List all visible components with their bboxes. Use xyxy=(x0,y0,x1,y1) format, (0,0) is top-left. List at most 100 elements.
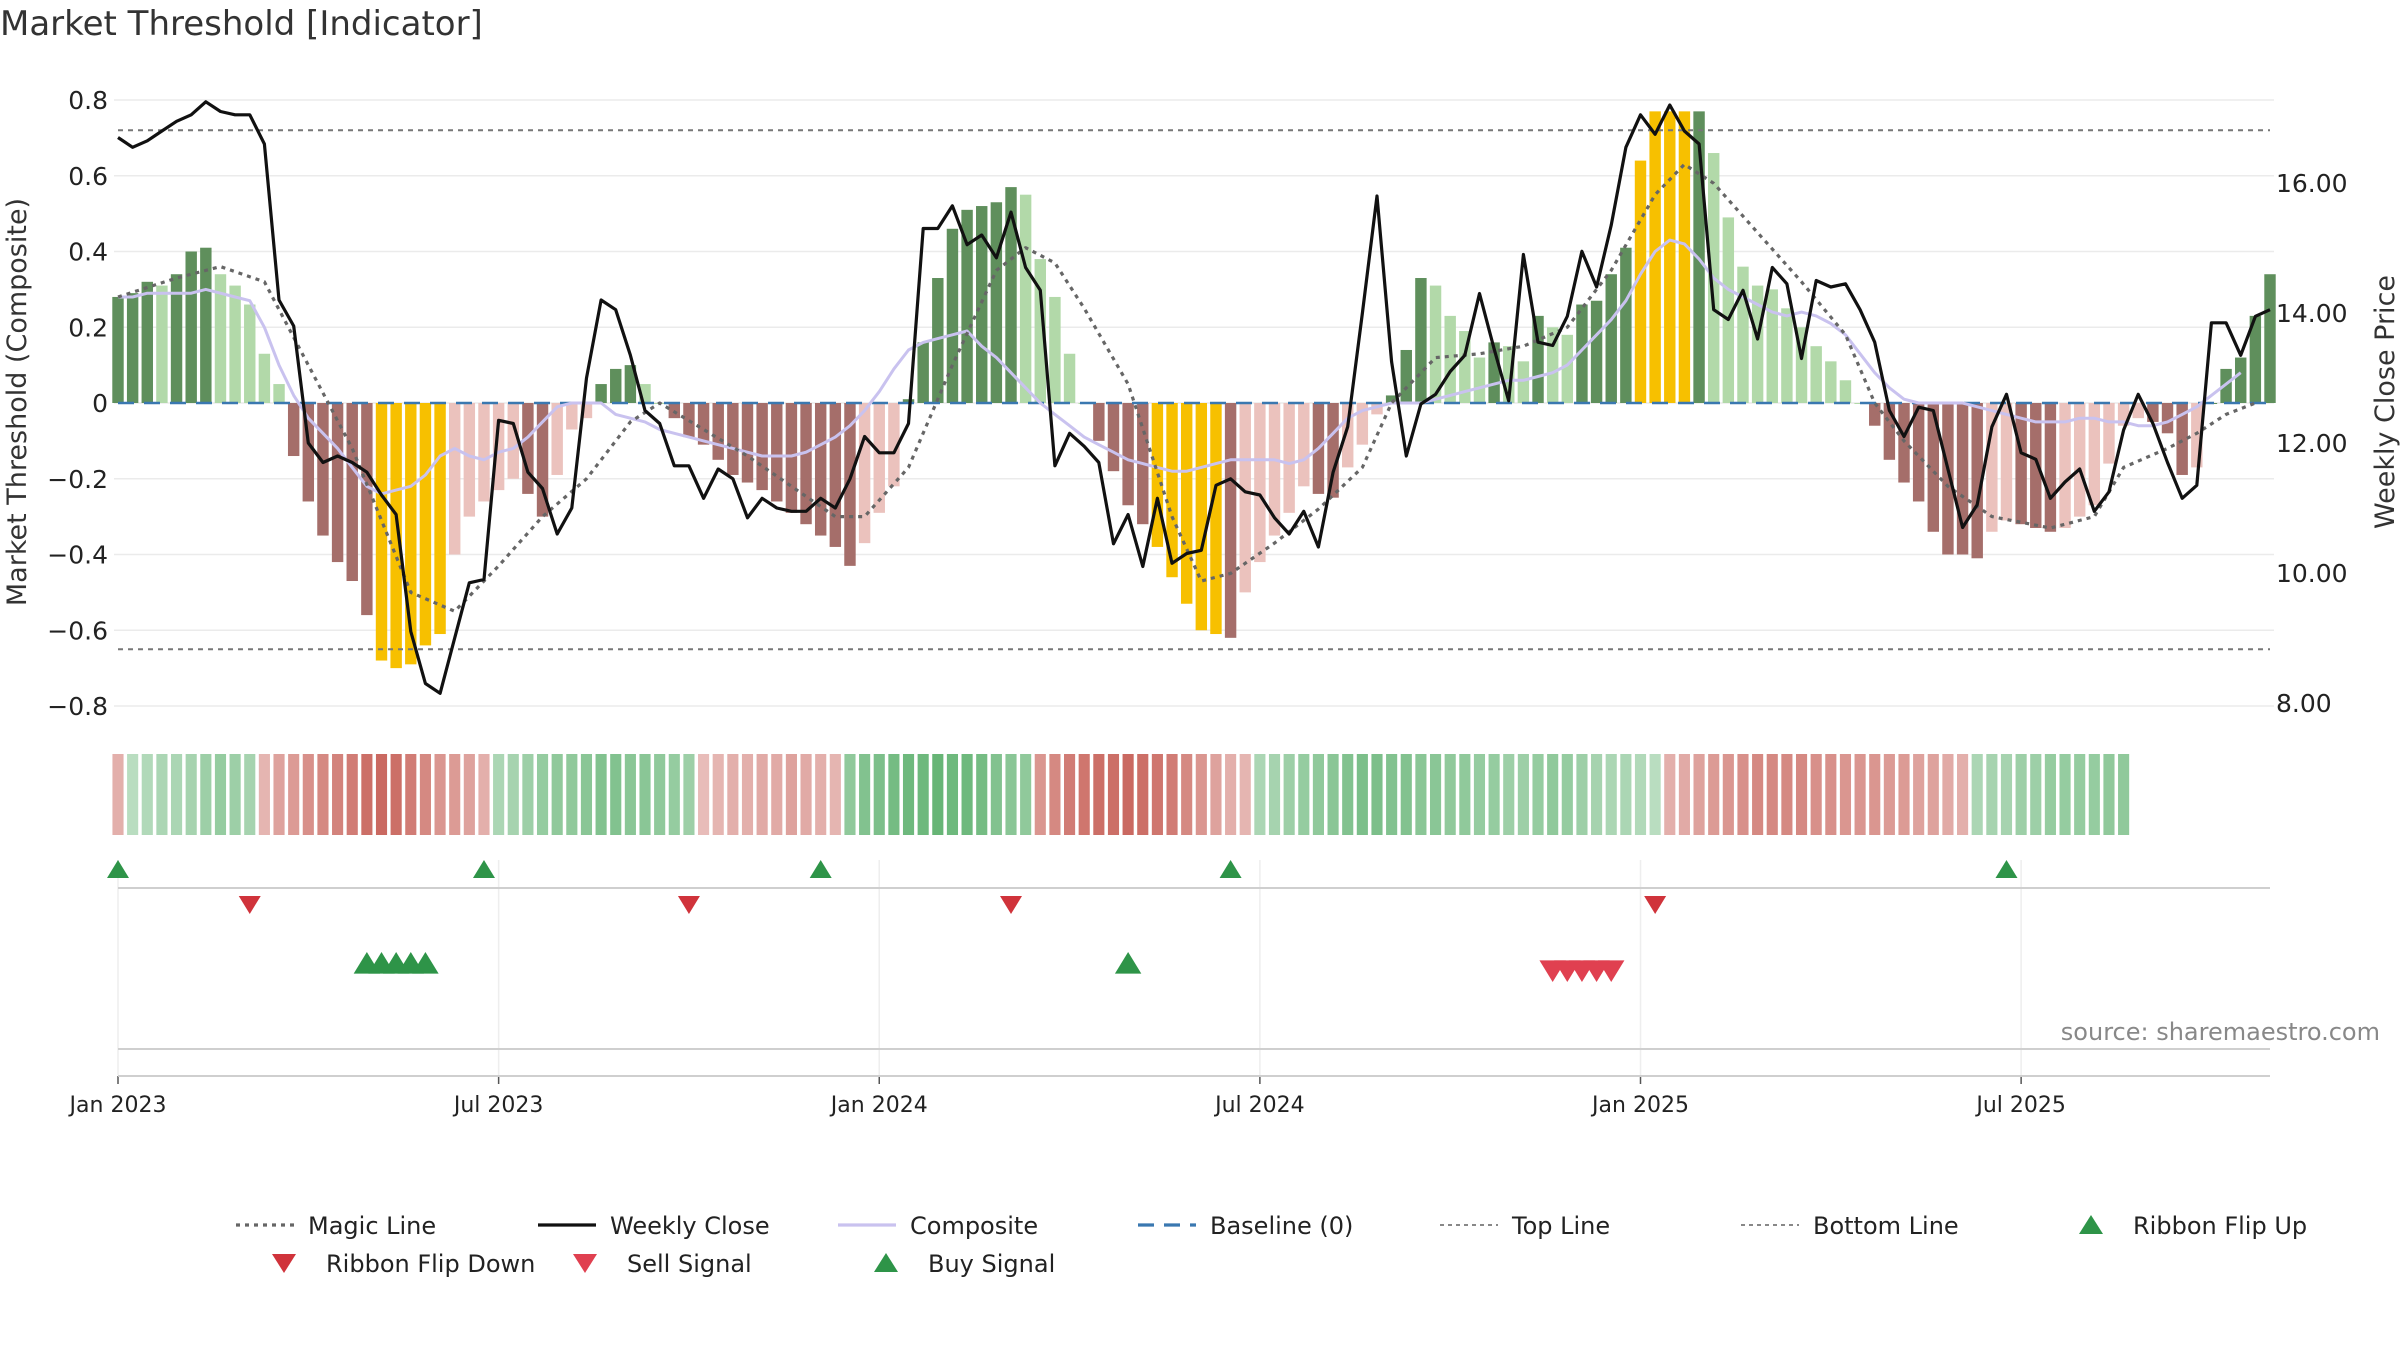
ribbon-cell xyxy=(624,754,636,835)
composite-bar xyxy=(902,399,915,403)
ribbon-cell xyxy=(1664,754,1676,835)
composite-bar xyxy=(2015,403,2027,525)
composite-bar xyxy=(390,403,402,669)
ribbon-cell xyxy=(551,754,563,835)
composite-bar xyxy=(1400,349,1412,403)
ribbon-cell xyxy=(302,754,314,835)
ribbon-cell xyxy=(507,754,519,835)
ribbon-cell xyxy=(463,754,475,835)
composite-bar xyxy=(1576,304,1588,403)
y-tick-left: 0.6 xyxy=(68,162,108,191)
ribbon-cell xyxy=(1342,754,1354,835)
composite-bar xyxy=(624,365,637,403)
composite-bar xyxy=(844,403,856,566)
composite-bar xyxy=(361,403,373,616)
ribbon-cell xyxy=(2030,754,2042,835)
composite-bar xyxy=(2073,403,2086,517)
composite-bar xyxy=(1385,395,1398,403)
ribbon-cell xyxy=(1854,754,1866,835)
ribbon-cell xyxy=(712,754,724,835)
ribbon-cell xyxy=(1386,754,1398,835)
ribbon-cell xyxy=(580,754,593,835)
composite-bar xyxy=(1751,285,1764,403)
ribbon-cell xyxy=(1942,754,1954,835)
ribbon-cell xyxy=(946,754,959,835)
ribbon-cell xyxy=(536,754,549,835)
composite-bar xyxy=(2176,403,2188,475)
x-tick-label: Jan 2025 xyxy=(1590,1093,1689,1118)
composite-bar xyxy=(273,384,285,403)
composite-bar xyxy=(1795,327,1808,403)
composite-bar xyxy=(727,403,739,475)
ribbon-cell xyxy=(346,754,358,835)
ribbon-cell xyxy=(1166,754,1178,835)
ribbon-cell xyxy=(1210,754,1222,835)
composite-bar xyxy=(1224,403,1237,638)
ribbon-cell xyxy=(185,754,197,835)
y-tick-left: −0.2 xyxy=(47,465,108,494)
composite-bar xyxy=(976,206,988,403)
ribbon-cell xyxy=(859,754,871,835)
ribbon-cell xyxy=(1078,754,1090,835)
ribbon-cell xyxy=(1913,754,1925,835)
ribbon-cell xyxy=(815,754,827,835)
ribbon-cell xyxy=(1239,754,1251,835)
y-tick-left: −0.4 xyxy=(47,541,108,570)
ribbon-cell xyxy=(932,754,944,835)
composite-bar xyxy=(1620,247,1632,403)
legend-item: Ribbon Flip Up xyxy=(2079,1212,2307,1240)
composite-bar xyxy=(1664,111,1676,404)
composite-bar xyxy=(1722,217,1735,403)
legend-item: Baseline (0) xyxy=(1138,1212,1353,1240)
legend-label: Top Line xyxy=(1511,1212,1610,1240)
ribbon-flip-up-marker xyxy=(107,860,129,878)
composite-bar xyxy=(785,403,798,513)
legend-swatch-triangle-up xyxy=(2079,1215,2103,1234)
composite-bar xyxy=(419,403,432,646)
ribbon-cell xyxy=(317,754,329,835)
ribbon-cell xyxy=(229,754,241,835)
composite-bar xyxy=(2161,403,2174,434)
ribbon-cell xyxy=(1591,754,1603,835)
ribbon-cell xyxy=(1005,754,1017,835)
composite-bar xyxy=(1825,361,1837,403)
ribbon-flip-up-marker xyxy=(809,860,832,878)
ribbon-flip-up-marker xyxy=(472,860,495,878)
ribbon-cell xyxy=(141,754,153,835)
composite-bar xyxy=(2059,403,2071,528)
composite-bar xyxy=(580,403,593,419)
composite-bar xyxy=(1063,353,1076,403)
composite-bar xyxy=(1239,403,1251,593)
composite-bar xyxy=(244,304,256,403)
ribbon-cell xyxy=(288,754,300,835)
ribbon-cell xyxy=(1620,754,1632,835)
ribbon-cell xyxy=(1634,754,1647,835)
composite-bar xyxy=(1371,403,1383,415)
ribbon-cell xyxy=(1517,754,1529,835)
composite-bar xyxy=(1459,331,1471,403)
composite-bar xyxy=(2044,403,2057,532)
ribbon-cell xyxy=(1268,754,1281,835)
y-tick-right: 10.00 xyxy=(2276,559,2348,588)
composite-bar xyxy=(2103,403,2115,464)
composite-bar xyxy=(126,293,139,403)
composite-bar xyxy=(1195,403,1208,631)
ribbon-cell xyxy=(1971,754,1983,835)
composite-bar xyxy=(214,274,227,403)
composite-bar xyxy=(873,403,885,513)
composite-bar xyxy=(2264,274,2276,403)
ribbon-cell xyxy=(361,754,373,835)
ribbon-cell xyxy=(1064,754,1076,835)
ribbon-cell xyxy=(1137,754,1149,835)
ribbon-cell xyxy=(1737,754,1749,835)
ribbon-cell xyxy=(1444,754,1456,835)
composite-bar xyxy=(712,403,724,460)
ribbon-cell xyxy=(1415,754,1427,835)
ribbon-cell xyxy=(771,754,783,835)
legend-label: Buy Signal xyxy=(928,1250,1055,1278)
composite-bar xyxy=(1737,266,1749,403)
composite-bar xyxy=(1649,111,1661,404)
composite-bar xyxy=(1503,346,1515,403)
ribbon-cell xyxy=(727,754,739,835)
ribbon-cell xyxy=(873,754,885,835)
